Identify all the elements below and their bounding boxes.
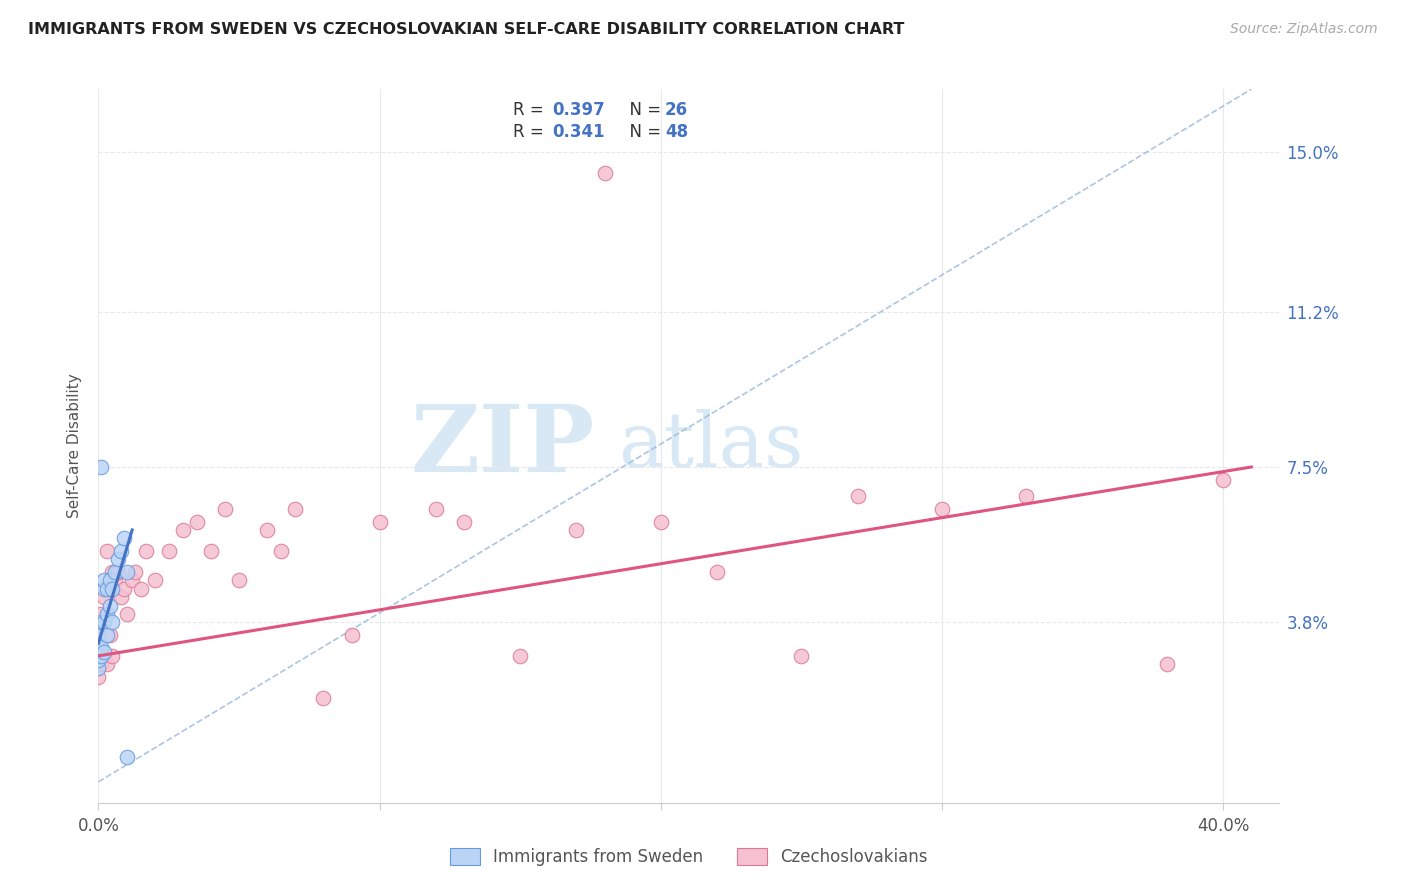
Point	[706, 565, 728, 579]
Text: atlas: atlas	[619, 409, 803, 483]
Point	[1156, 657, 1178, 672]
Point	[93, 645, 115, 659]
Point	[110, 590, 132, 604]
Point	[425, 502, 447, 516]
Point	[104, 574, 127, 588]
Point	[157, 544, 180, 558]
Point	[107, 565, 129, 579]
Point	[87, 628, 110, 642]
Point	[256, 523, 278, 537]
Point	[96, 628, 118, 642]
Point	[96, 657, 118, 672]
Point	[509, 648, 531, 663]
Text: 26: 26	[665, 101, 688, 119]
Point	[87, 648, 110, 663]
Point	[124, 565, 146, 579]
Point	[90, 607, 112, 621]
Point	[135, 544, 157, 558]
Point	[90, 460, 112, 475]
Point	[87, 636, 110, 650]
Legend: Immigrants from Sweden, Czechoslovakians: Immigrants from Sweden, Czechoslovakians	[443, 841, 935, 873]
Point	[107, 552, 129, 566]
Point	[284, 502, 307, 516]
Point	[96, 544, 118, 558]
Point	[186, 515, 208, 529]
Point	[593, 166, 616, 180]
Point	[565, 523, 588, 537]
Point	[101, 582, 124, 596]
Point	[101, 648, 124, 663]
Point	[846, 489, 869, 503]
Text: IMMIGRANTS FROM SWEDEN VS CZECHOSLOVAKIAN SELF-CARE DISABILITY CORRELATION CHART: IMMIGRANTS FROM SWEDEN VS CZECHOSLOVAKIA…	[28, 22, 904, 37]
Point	[228, 574, 250, 588]
Point	[90, 648, 112, 663]
Point	[143, 574, 166, 588]
Point	[931, 502, 953, 516]
Point	[1015, 489, 1038, 503]
Point	[214, 502, 236, 516]
Text: Source: ZipAtlas.com: Source: ZipAtlas.com	[1230, 22, 1378, 37]
Point	[96, 607, 118, 621]
Point	[368, 515, 391, 529]
Point	[110, 544, 132, 558]
Point	[200, 544, 222, 558]
Point	[790, 648, 813, 663]
Point	[101, 565, 124, 579]
Point	[115, 565, 138, 579]
Point	[98, 582, 121, 596]
Point	[112, 532, 135, 546]
Y-axis label: Self-Care Disability: Self-Care Disability	[67, 374, 83, 518]
Point	[98, 599, 121, 613]
Point	[93, 590, 115, 604]
Point	[98, 574, 121, 588]
Point	[172, 523, 194, 537]
Point	[115, 607, 138, 621]
Point	[650, 515, 672, 529]
Point	[90, 615, 112, 630]
Point	[270, 544, 292, 558]
Point	[1212, 473, 1234, 487]
Text: 0.341: 0.341	[553, 123, 605, 141]
Point	[340, 628, 363, 642]
Point	[87, 670, 110, 684]
Point	[87, 632, 110, 646]
Point	[115, 749, 138, 764]
Point	[104, 565, 127, 579]
Point	[101, 615, 124, 630]
Point	[129, 582, 152, 596]
Point	[87, 645, 110, 659]
Point	[93, 574, 115, 588]
Point	[98, 628, 121, 642]
Point	[121, 574, 143, 588]
Point	[90, 657, 112, 672]
Point	[96, 582, 118, 596]
Text: 0.397: 0.397	[553, 101, 606, 119]
Point	[312, 690, 335, 705]
Text: R =: R =	[513, 123, 550, 141]
Point	[87, 661, 110, 675]
Text: ZIP: ZIP	[411, 401, 595, 491]
Point	[93, 648, 115, 663]
Point	[93, 615, 115, 630]
Text: N =: N =	[619, 101, 666, 119]
Text: R =: R =	[513, 101, 550, 119]
Point	[90, 640, 112, 655]
Text: N =: N =	[619, 123, 666, 141]
Text: 48: 48	[665, 123, 688, 141]
Point	[453, 515, 475, 529]
Point	[93, 582, 115, 596]
Point	[112, 582, 135, 596]
Point	[87, 653, 110, 667]
